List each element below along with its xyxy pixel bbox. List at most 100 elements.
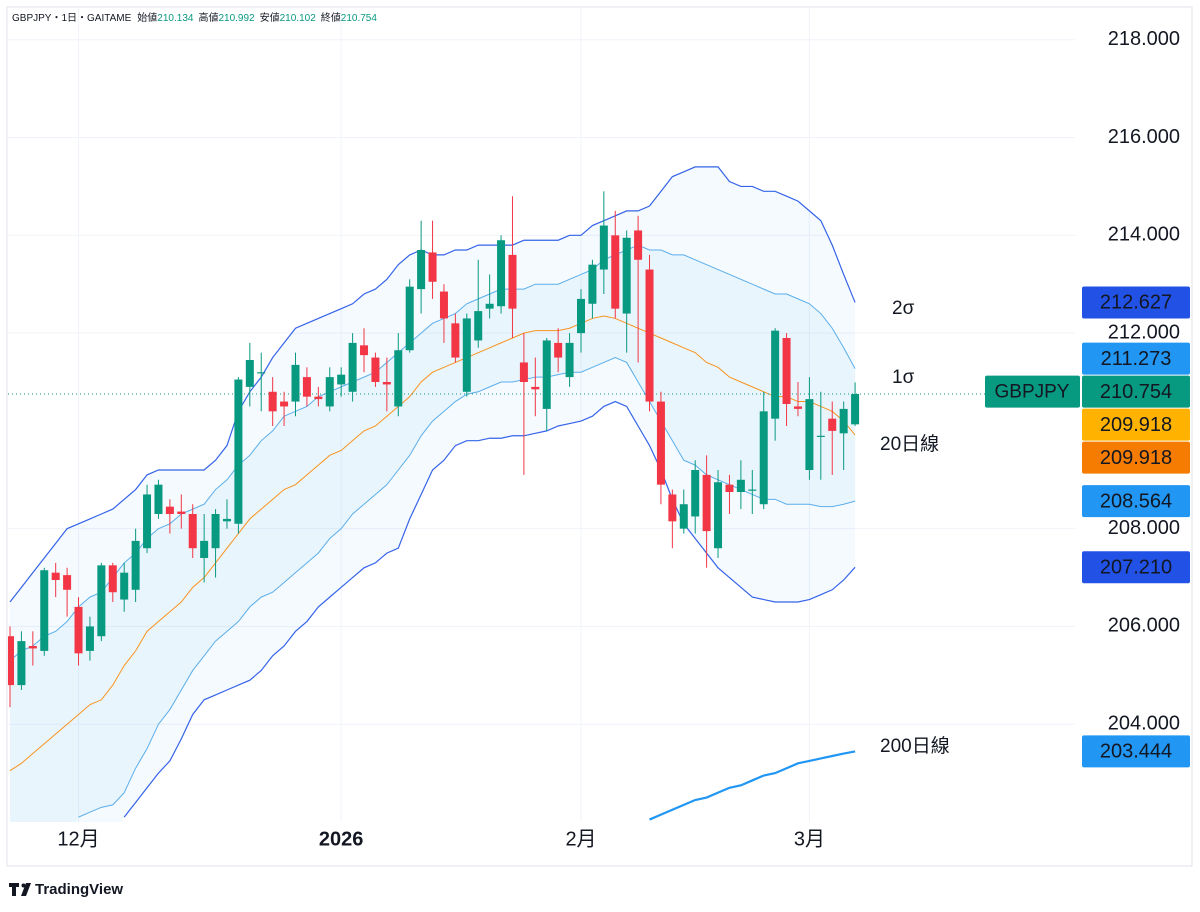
candle-body — [748, 489, 757, 491]
price-marker — [1082, 551, 1190, 584]
candle-body — [805, 399, 814, 470]
legend-value: 210.102 — [280, 13, 317, 24]
candle-body — [462, 318, 471, 392]
candle-body — [211, 514, 220, 549]
candle-body — [40, 570, 49, 651]
axes: 204.000 206.000 208.000 212.000 214.000 216.0… — [57, 28, 1180, 850]
candle-body — [497, 240, 506, 307]
line — [9, 315, 856, 772]
candle-body — [371, 357, 380, 382]
candle-body — [736, 479, 745, 492]
candle-body — [565, 342, 574, 378]
candle-body — [611, 235, 620, 309]
candle-body — [782, 338, 791, 404]
candle-body — [348, 342, 357, 392]
candle-body — [599, 225, 608, 270]
candle-body — [816, 435, 825, 437]
symbol-tag — [985, 375, 1080, 408]
price-marker-label: 212.627 — [1100, 292, 1172, 314]
logo-icon — [9, 883, 31, 896]
candle-body — [417, 250, 426, 290]
price-marker-label: 210.754 — [1100, 381, 1172, 403]
candle-body — [268, 391, 277, 412]
price-marker-label: 207.210 — [1100, 557, 1172, 579]
legend-value: 210.992 — [218, 13, 255, 24]
candle-body — [280, 401, 289, 407]
candle-body — [394, 350, 403, 407]
y-tick-label: 218.000 — [1108, 28, 1180, 50]
line — [649, 750, 856, 821]
candle-body — [382, 382, 391, 385]
symbol-title: GBPJPY・1日・GAITAME — [12, 13, 132, 24]
candle-body — [519, 362, 528, 382]
line — [123, 400, 856, 818]
candle-body — [828, 418, 837, 431]
price-marker — [1082, 441, 1190, 474]
candle-body — [771, 330, 780, 419]
candle-body — [28, 646, 37, 649]
y-tick-label: 212.000 — [1108, 321, 1180, 343]
candle-body — [634, 230, 643, 260]
plot-area — [8, 166, 1075, 822]
candle-body — [120, 572, 129, 600]
header: GBPJPY・1日・GAITAME 始値210.134 高値210.992 安値210… — [12, 11, 377, 24]
annotation: 200日線 — [880, 735, 950, 757]
annotation: 1σ — [892, 367, 915, 388]
price-marker — [1082, 342, 1190, 375]
candle-body — [154, 484, 163, 514]
x-tick-label: 12月 — [57, 828, 99, 850]
legend-value: 210.754 — [341, 13, 378, 24]
candle-body — [360, 345, 369, 356]
annotation: 20日線 — [880, 433, 939, 455]
legend-label: 高値 — [198, 11, 218, 24]
candle-body — [302, 377, 311, 397]
candle-body — [74, 606, 83, 654]
annotation: 2σ — [892, 298, 915, 319]
x-tick-label: 3月 — [794, 828, 825, 850]
y-tick-label: 204.000 — [1108, 713, 1180, 735]
price-marker-label: 211.273 — [1101, 348, 1172, 370]
candle-body — [679, 504, 688, 529]
candle-body — [17, 641, 26, 686]
candle-body — [656, 401, 665, 485]
candle-body — [245, 360, 254, 387]
candle-body — [405, 286, 414, 351]
candle-body — [439, 291, 448, 319]
candle-body — [577, 298, 585, 334]
brand-logo[interactable]: TradingView — [9, 881, 123, 898]
candle-body — [177, 511, 186, 514]
x-tick-label: 2026 — [319, 828, 364, 850]
price-marker — [1082, 286, 1190, 319]
legend-label: 始値 — [137, 11, 157, 24]
price-marker-label: 203.444 — [1100, 741, 1172, 763]
candle-body — [622, 237, 631, 314]
logo-icon — [21, 883, 26, 888]
candle-body — [542, 340, 551, 409]
candle-body — [222, 518, 231, 522]
candle-body — [428, 252, 437, 282]
candle-body — [554, 342, 563, 358]
candle-body — [725, 484, 734, 492]
candle-body — [200, 540, 209, 558]
y-tick-label: 216.000 — [1108, 126, 1180, 148]
candle-body — [668, 494, 677, 522]
y-tick-label: 206.000 — [1108, 615, 1180, 637]
candle-body — [257, 372, 266, 374]
candle-body — [51, 572, 60, 580]
candle-body — [8, 636, 14, 686]
candle-body — [451, 323, 460, 358]
candle-body — [531, 386, 540, 390]
candle-body — [508, 254, 517, 309]
price-marker-label: 209.918 — [1100, 447, 1172, 469]
candle-body — [143, 494, 152, 549]
candle-body — [839, 408, 848, 434]
candle-body — [485, 303, 494, 309]
price-marker — [1082, 485, 1190, 518]
candle-body — [793, 406, 802, 409]
price-marker — [1082, 375, 1190, 408]
candle-body — [234, 379, 243, 524]
candle-body — [759, 411, 768, 505]
candle-body — [291, 364, 300, 402]
candle-body — [337, 374, 346, 385]
